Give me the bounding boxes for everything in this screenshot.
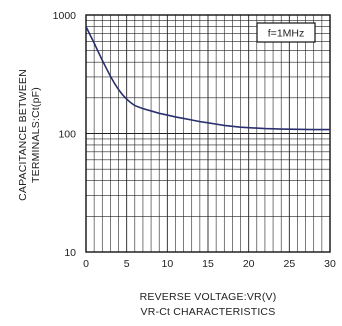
plot-frame [85,14,331,253]
grid [86,15,330,252]
capacitance-curve [85,26,330,131]
chart-title: VR-Ct CHARACTERISTICS [141,306,276,318]
x-tick-label: 5 [124,258,130,270]
x-tick-label: 10 [161,258,173,270]
x-tick-label: 0 [83,258,89,270]
tick-labels: 0 5 10 15 20 25 30 10 100 1000 [53,10,336,270]
x-tick-label: 15 [202,258,214,270]
y-tick-label: 100 [58,129,76,141]
y-tick-label: 10 [64,247,76,259]
y-axis-label-line2: TERMINALS:Ct(pF) [30,87,42,183]
x-tick-label: 20 [243,258,255,270]
legend-box [256,22,316,43]
y-tick-label: 1000 [53,10,77,22]
x-tick-label: 25 [283,258,295,270]
x-tick-label: 30 [324,258,336,270]
y-axis-label-line1: CAPACITANCE BETWEEN [17,69,29,201]
legend: f=1MHz [256,22,316,43]
legend-label: f=1MHz [268,28,304,40]
x-axis-label: REVERSE VOLTAGE:VR(V) [140,291,277,303]
